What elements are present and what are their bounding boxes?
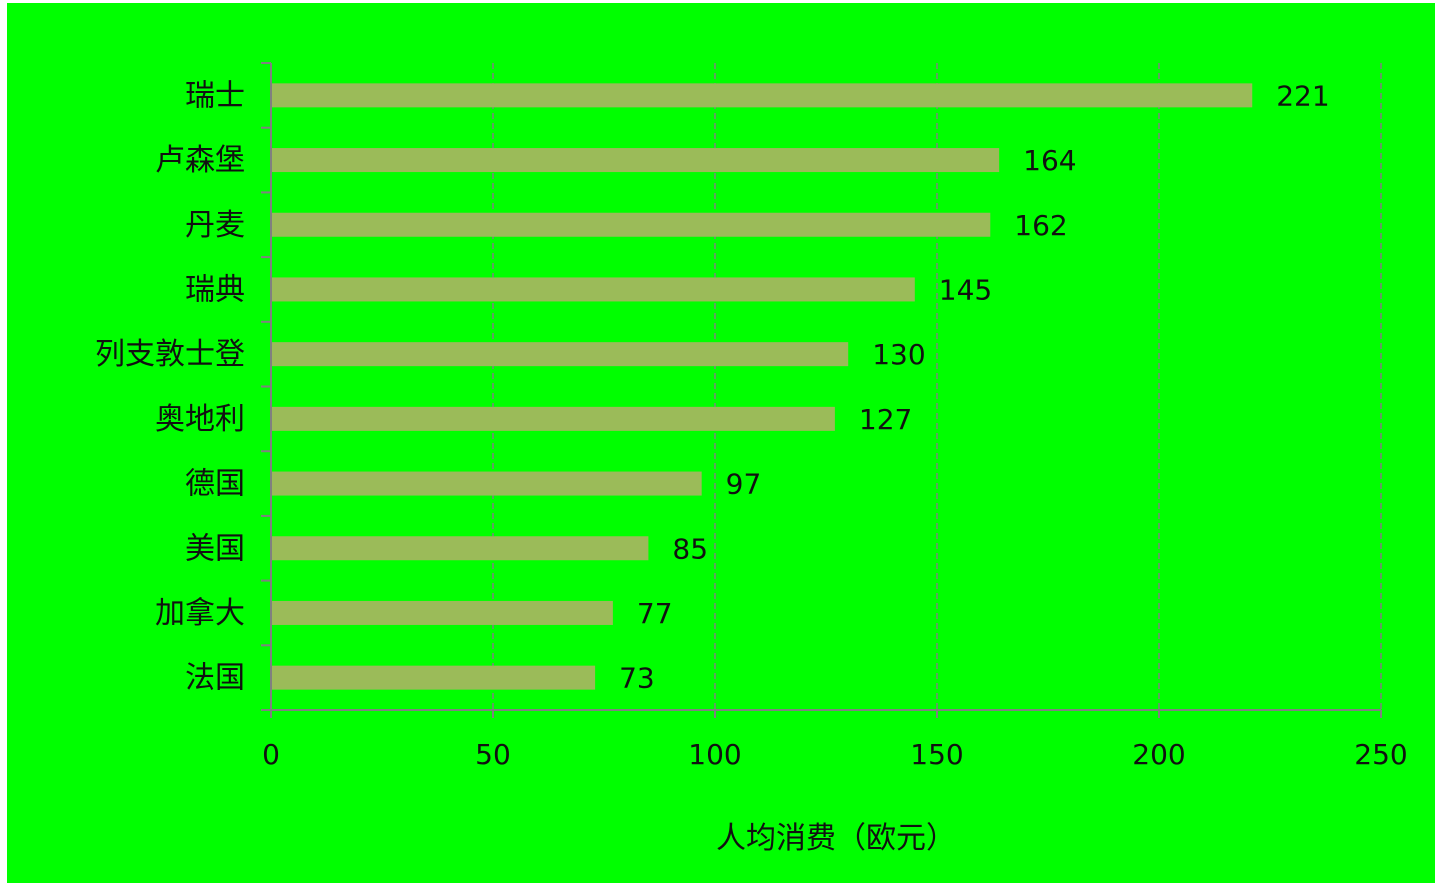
data-label: 97 [726, 468, 762, 501]
x-tick-label: 50 [475, 738, 511, 771]
bar [272, 536, 649, 561]
bar [272, 406, 835, 431]
category-label: 奥地利 [155, 402, 245, 437]
category-label: 卢森堡 [155, 143, 245, 178]
bar [272, 665, 596, 690]
gridlines [492, 63, 1382, 710]
bar [272, 342, 849, 367]
category-label: 美国 [185, 531, 245, 566]
axes [261, 62, 1382, 718]
data-label: 73 [619, 662, 655, 695]
category-label: 瑞典 [185, 272, 245, 307]
category-label: 德国 [185, 467, 245, 502]
data-label: 130 [872, 338, 925, 371]
bar [272, 148, 1000, 173]
x-tick-label: 0 [262, 738, 280, 771]
data-label: 77 [637, 597, 673, 630]
bar [272, 277, 915, 302]
chart-area: 0 50 100 150 200 250 瑞士 221 卢森堡 164 丹麦 162 瑞典 145 列支敦士… [7, 3, 1435, 883]
bar [272, 471, 702, 496]
category-label: 瑞士 [185, 78, 245, 113]
bar [272, 212, 991, 237]
x-tick-label: 250 [1354, 738, 1407, 771]
data-label: 221 [1276, 79, 1329, 112]
data-label: 164 [1023, 144, 1076, 177]
category-label: 加拿大 [155, 596, 245, 631]
labels: 0 50 100 150 200 250 瑞士 221 卢森堡 164 丹麦 162 瑞典 145 列支敦士… [95, 78, 1408, 771]
data-label: 127 [859, 403, 912, 436]
x-axis-title: 人均消费（欧元） [716, 821, 956, 856]
x-tick-label: 150 [910, 738, 963, 771]
category-label: 法国 [185, 661, 245, 696]
bar-chart: 0 50 100 150 200 250 瑞士 221 卢森堡 164 丹麦 162 瑞典 145 列支敦士… [95, 62, 1408, 856]
category-label: 列支敦士登 [95, 337, 245, 372]
bar [272, 83, 1253, 108]
x-tick-label: 100 [688, 738, 741, 771]
category-label: 丹麦 [185, 208, 245, 243]
data-label: 145 [939, 273, 992, 306]
bars [272, 83, 1253, 690]
data-label: 85 [672, 532, 708, 565]
x-tick-label: 200 [1132, 738, 1185, 771]
data-label: 162 [1014, 209, 1067, 242]
bar [272, 600, 613, 625]
